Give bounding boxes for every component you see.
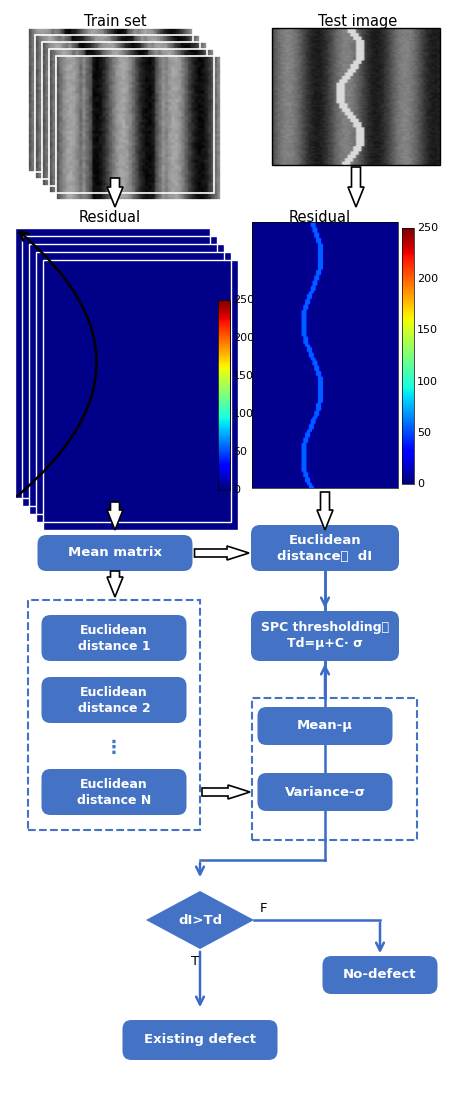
Text: 200: 200 <box>233 333 254 343</box>
Text: Residual: Residual <box>289 210 351 225</box>
FancyBboxPatch shape <box>251 611 399 661</box>
Text: Variance-σ: Variance-σ <box>284 785 365 799</box>
Text: 50: 50 <box>417 428 431 438</box>
Bar <box>402 228 414 484</box>
Bar <box>272 28 440 165</box>
Text: Euclidean
distance 2: Euclidean distance 2 <box>78 686 150 714</box>
Bar <box>252 698 417 839</box>
Polygon shape <box>317 492 333 530</box>
Bar <box>28 28 193 173</box>
Bar <box>28 599 200 830</box>
Bar <box>49 49 214 194</box>
Text: 250: 250 <box>233 295 254 305</box>
Text: 100: 100 <box>233 409 254 419</box>
FancyBboxPatch shape <box>257 707 392 745</box>
Text: ⋮: ⋮ <box>105 739 123 757</box>
Bar <box>29 244 224 514</box>
Text: Euclidean
distance 1: Euclidean distance 1 <box>78 624 150 653</box>
FancyBboxPatch shape <box>122 1020 277 1060</box>
Text: 250: 250 <box>417 223 438 233</box>
Bar <box>218 300 230 490</box>
Text: Existing defect: Existing defect <box>144 1033 256 1046</box>
Text: 150: 150 <box>417 325 438 335</box>
Text: SPC thresholding：
Td=μ+C· σ: SPC thresholding： Td=μ+C· σ <box>261 622 389 650</box>
Bar <box>35 35 200 179</box>
Polygon shape <box>194 546 249 560</box>
Text: Residual: Residual <box>79 210 141 225</box>
Text: Mean-μ: Mean-μ <box>297 720 353 732</box>
Polygon shape <box>146 891 254 949</box>
Text: dI>Td: dI>Td <box>178 914 222 927</box>
Polygon shape <box>107 178 123 207</box>
Bar <box>22 236 217 507</box>
Bar <box>43 260 238 530</box>
Text: 50: 50 <box>233 447 247 457</box>
Text: 0: 0 <box>233 486 240 495</box>
Polygon shape <box>202 785 250 799</box>
Text: Test image: Test image <box>319 14 398 29</box>
Text: Mean matrix: Mean matrix <box>68 546 162 560</box>
Polygon shape <box>348 167 364 207</box>
Text: F: F <box>260 901 267 915</box>
FancyArrowPatch shape <box>17 231 97 497</box>
Text: 150: 150 <box>233 371 254 380</box>
FancyBboxPatch shape <box>42 677 186 723</box>
Bar <box>15 228 210 498</box>
Text: 100: 100 <box>417 377 438 387</box>
Polygon shape <box>107 571 123 597</box>
FancyBboxPatch shape <box>42 615 186 661</box>
FancyBboxPatch shape <box>37 535 192 571</box>
FancyBboxPatch shape <box>322 956 438 994</box>
Text: 0: 0 <box>417 479 424 489</box>
Text: No-defect: No-defect <box>343 969 417 981</box>
Text: 200: 200 <box>417 274 438 284</box>
FancyBboxPatch shape <box>251 525 399 571</box>
Text: T: T <box>191 954 199 968</box>
FancyBboxPatch shape <box>42 769 186 815</box>
Bar <box>36 252 231 522</box>
Bar <box>56 56 221 200</box>
Bar <box>42 42 207 186</box>
Bar <box>252 222 398 488</box>
Text: Euclidean
distance：  dI: Euclidean distance： dI <box>277 533 373 563</box>
FancyBboxPatch shape <box>257 773 392 811</box>
Text: Train set: Train set <box>84 14 146 29</box>
Polygon shape <box>107 502 123 530</box>
Text: Euclidean
distance N: Euclidean distance N <box>77 778 151 806</box>
